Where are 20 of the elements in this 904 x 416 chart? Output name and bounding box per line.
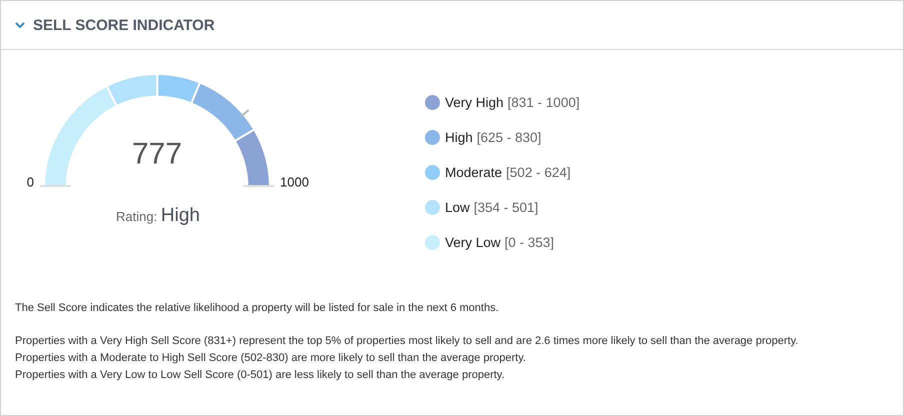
- data-label: [0 - 353]: [504, 235, 554, 250]
- data-label: [502 - 624]: [506, 165, 571, 180]
- legend-label: Moderate: [445, 165, 502, 180]
- legend-label: High: [445, 130, 473, 145]
- data-label: [625 - 830]: [476, 130, 542, 145]
- legend-label: Very High: [445, 95, 504, 110]
- data-label: [831 - 1000]: [508, 95, 580, 110]
- text: 0: [26, 174, 34, 190]
- text: 777: [132, 137, 182, 170]
- text: Properties with a Moderate to High Sell Score (502-830) are more likely to sell than the average property.: [15, 351, 527, 366]
- text: Rating:: [116, 209, 158, 224]
- chart-title: SELL SCORE INDICATOR: [33, 16, 215, 34]
- data-label: [354 - 501]: [474, 200, 538, 215]
- text: The Sell Score indicates the relative likelihood a property will be listed for sale in the next 6 months.: [15, 301, 500, 316]
- text: High: [160, 205, 200, 226]
- legend-label: Very Low: [445, 235, 501, 250]
- text: 1000: [280, 174, 309, 190]
- text: Properties with a Very Low to Low Sell Score (0-501) are less likely to sell than the average property.: [15, 368, 506, 383]
- legend-label: Low: [445, 200, 470, 215]
- text: Properties with a Very High Sell Score (831+) represent the top 5% of properties most likely to sell and are 2.6 times more likely to sell than the average property.: [15, 334, 798, 349]
